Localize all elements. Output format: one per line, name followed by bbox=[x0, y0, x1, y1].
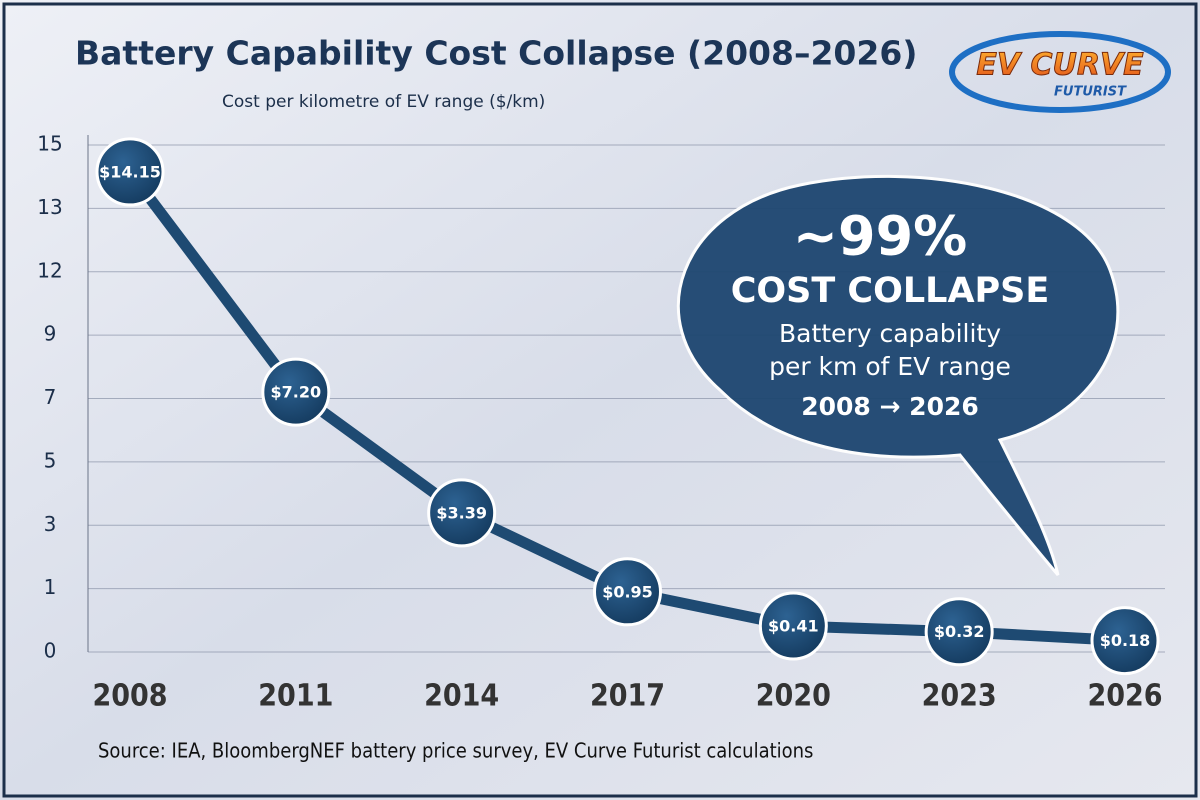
annotation-line: per km of EV range bbox=[769, 352, 1011, 381]
data-label: $0.95 bbox=[602, 582, 653, 601]
x-tick-label: 2023 bbox=[922, 679, 997, 714]
x-tick-label: 2017 bbox=[590, 679, 665, 714]
annotation-bubble: ~99% COST COLLAPSE Battery capability pe… bbox=[676, 174, 1120, 576]
y-tick-label: 9 bbox=[44, 322, 57, 346]
y-tick-label: 12 bbox=[37, 258, 62, 282]
logo: EV CURVE FUTURIST bbox=[949, 31, 1171, 113]
annotation-line: 2008 → 2026 bbox=[801, 392, 979, 421]
y-tick-label: 0 bbox=[44, 639, 57, 663]
y-tick-label: 7 bbox=[44, 385, 57, 409]
data-point bbox=[95, 137, 165, 207]
source: Source: IEA, BloombergNEF battery price … bbox=[98, 739, 813, 763]
x-tick-label: 2008 bbox=[92, 679, 167, 714]
data-point bbox=[427, 478, 497, 548]
annotation-headline: ~99% bbox=[793, 205, 968, 268]
data-point bbox=[261, 357, 331, 427]
x-tick-label: 2011 bbox=[258, 679, 333, 714]
chart-title: Battery Capability Cost Collapse (2008–2… bbox=[75, 34, 917, 73]
data-label: $7.20 bbox=[271, 383, 322, 402]
data-point bbox=[593, 557, 662, 627]
logo-sub: FUTURIST bbox=[1054, 85, 1127, 100]
logo-swoosh bbox=[949, 31, 1171, 113]
y-tick-label: 13 bbox=[37, 195, 62, 219]
x-tick-label: 2020 bbox=[756, 679, 831, 714]
x-tick-label: 2026 bbox=[1087, 679, 1162, 714]
x-tick-label: 2014 bbox=[424, 679, 499, 714]
data-point bbox=[924, 597, 994, 667]
bubble-shape bbox=[676, 174, 1120, 576]
data-point bbox=[758, 591, 828, 661]
data-label: $14.15 bbox=[99, 162, 161, 181]
y-tick-label: 5 bbox=[44, 448, 57, 472]
y-tick-label: 3 bbox=[44, 512, 57, 536]
annotation-line: Battery capability bbox=[779, 319, 1001, 348]
data-label: $0.32 bbox=[934, 622, 985, 641]
data-label: $0.41 bbox=[768, 617, 819, 636]
data-label: $3.39 bbox=[436, 503, 487, 522]
subtitle: Cost per kilometre of EV range ($/km) bbox=[222, 92, 545, 112]
annotation-line: COST COLLAPSE bbox=[731, 271, 1050, 311]
y-tick-label: 15 bbox=[37, 132, 62, 156]
logo-main: EV CURVE bbox=[976, 48, 1144, 83]
data-point bbox=[1090, 606, 1160, 676]
data-label: $0.18 bbox=[1100, 631, 1151, 650]
y-tick-label: 1 bbox=[44, 575, 57, 599]
